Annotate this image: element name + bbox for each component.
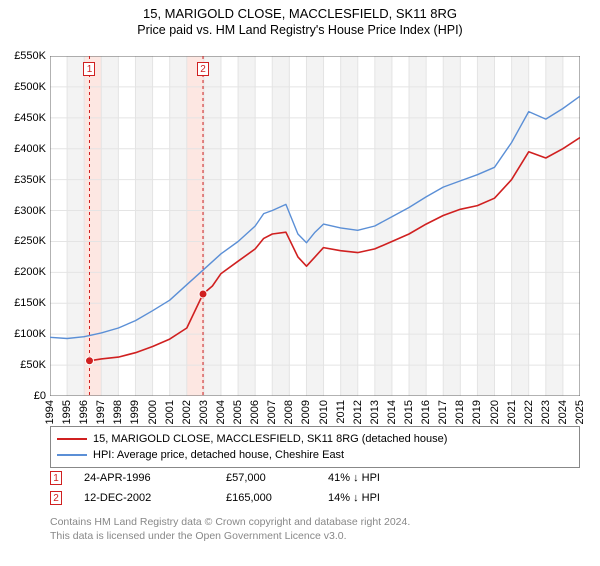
event-delta: 41% ↓ HPI	[328, 472, 448, 484]
x-tick-label: 1995	[61, 400, 73, 424]
x-tick-label: 2010	[318, 400, 330, 424]
x-tick-label: 1998	[112, 400, 124, 424]
legend-swatch	[57, 454, 87, 456]
legend-item: HPI: Average price, detached house, Ches…	[57, 447, 573, 463]
x-tick-label: 1996	[78, 400, 90, 424]
x-tick-label: 2004	[215, 400, 227, 424]
event-delta: 14% ↓ HPI	[328, 492, 448, 504]
footer-line-1: Contains HM Land Registry data © Crown c…	[50, 516, 580, 530]
event-price: £57,000	[226, 472, 316, 484]
x-tick-label: 2007	[266, 400, 278, 424]
event-marker-1: 1	[50, 471, 62, 485]
x-tick-label: 2022	[523, 400, 535, 424]
x-tick-label: 2009	[300, 400, 312, 424]
y-tick-label: £150K	[14, 297, 46, 309]
event-row: 1 24-APR-1996 £57,000 41% ↓ HPI	[50, 468, 580, 488]
x-tick-label: 1997	[95, 400, 107, 424]
x-tick-label: 2019	[471, 400, 483, 424]
x-tick-label: 2020	[489, 400, 501, 424]
sale-events-table: 1 24-APR-1996 £57,000 41% ↓ HPI 2 12-DEC-2002…	[50, 468, 580, 508]
legend-label: HPI: Average price, detached house, Ches…	[93, 449, 344, 461]
x-tick-label: 2003	[198, 400, 210, 424]
x-tick-label: 2018	[454, 400, 466, 424]
event-marker-2: 2	[50, 491, 62, 505]
event-row: 2 12-DEC-2002 £165,000 14% ↓ HPI	[50, 488, 580, 508]
x-tick-label: 1994	[44, 400, 56, 424]
y-tick-label: £250K	[14, 235, 46, 247]
x-tick-label: 2011	[335, 400, 347, 424]
y-tick-label: £300K	[14, 205, 46, 217]
x-tick-label: 2024	[557, 400, 569, 424]
y-tick-label: £350K	[14, 174, 46, 186]
x-tick-label: 2012	[352, 400, 364, 424]
x-tick-label: 2023	[540, 400, 552, 424]
x-tick-label: 2001	[164, 400, 176, 424]
price-chart: 12£0£50K£100K£150K£200K£250K£300K£350K£4…	[50, 56, 580, 396]
footer-line-2: This data is licensed under the Open Gov…	[50, 530, 580, 544]
x-tick-label: 2006	[249, 400, 261, 424]
event-price: £165,000	[226, 492, 316, 504]
x-tick-label: 2000	[147, 400, 159, 424]
x-tick-label: 2008	[283, 400, 295, 424]
event-date: 12-DEC-2002	[84, 492, 214, 504]
event-date: 24-APR-1996	[84, 472, 214, 484]
legend-label: 15, MARIGOLD CLOSE, MACCLESFIELD, SK11 8…	[93, 433, 447, 445]
chart-marker-1: 1	[83, 62, 95, 76]
y-tick-label: £400K	[14, 143, 46, 155]
x-tick-label: 2002	[181, 400, 193, 424]
x-tick-label: 2016	[420, 400, 432, 424]
x-tick-label: 1999	[129, 400, 141, 424]
y-tick-label: £100K	[14, 328, 46, 340]
legend-swatch	[57, 438, 87, 440]
chart-legend: 15, MARIGOLD CLOSE, MACCLESFIELD, SK11 8…	[50, 426, 580, 468]
x-tick-label: 2013	[369, 400, 381, 424]
footer-attribution: Contains HM Land Registry data © Crown c…	[50, 516, 580, 543]
chart-svg	[50, 56, 580, 396]
x-tick-label: 2015	[403, 400, 415, 424]
x-tick-label: 2021	[506, 400, 518, 424]
chart-marker-2: 2	[197, 62, 209, 76]
x-tick-label: 2025	[574, 400, 586, 424]
y-tick-label: £550K	[14, 50, 46, 62]
x-tick-label: 2005	[232, 400, 244, 424]
x-tick-label: 2017	[437, 400, 449, 424]
y-tick-label: £50K	[20, 359, 46, 371]
x-tick-label: 2014	[386, 400, 398, 424]
legend-item: 15, MARIGOLD CLOSE, MACCLESFIELD, SK11 8…	[57, 431, 573, 447]
y-tick-label: £500K	[14, 81, 46, 93]
y-tick-label: £450K	[14, 112, 46, 124]
y-tick-label: £200K	[14, 266, 46, 278]
page-title: 15, MARIGOLD CLOSE, MACCLESFIELD, SK11 8…	[0, 6, 600, 21]
page-subtitle: Price paid vs. HM Land Registry's House …	[0, 23, 600, 37]
